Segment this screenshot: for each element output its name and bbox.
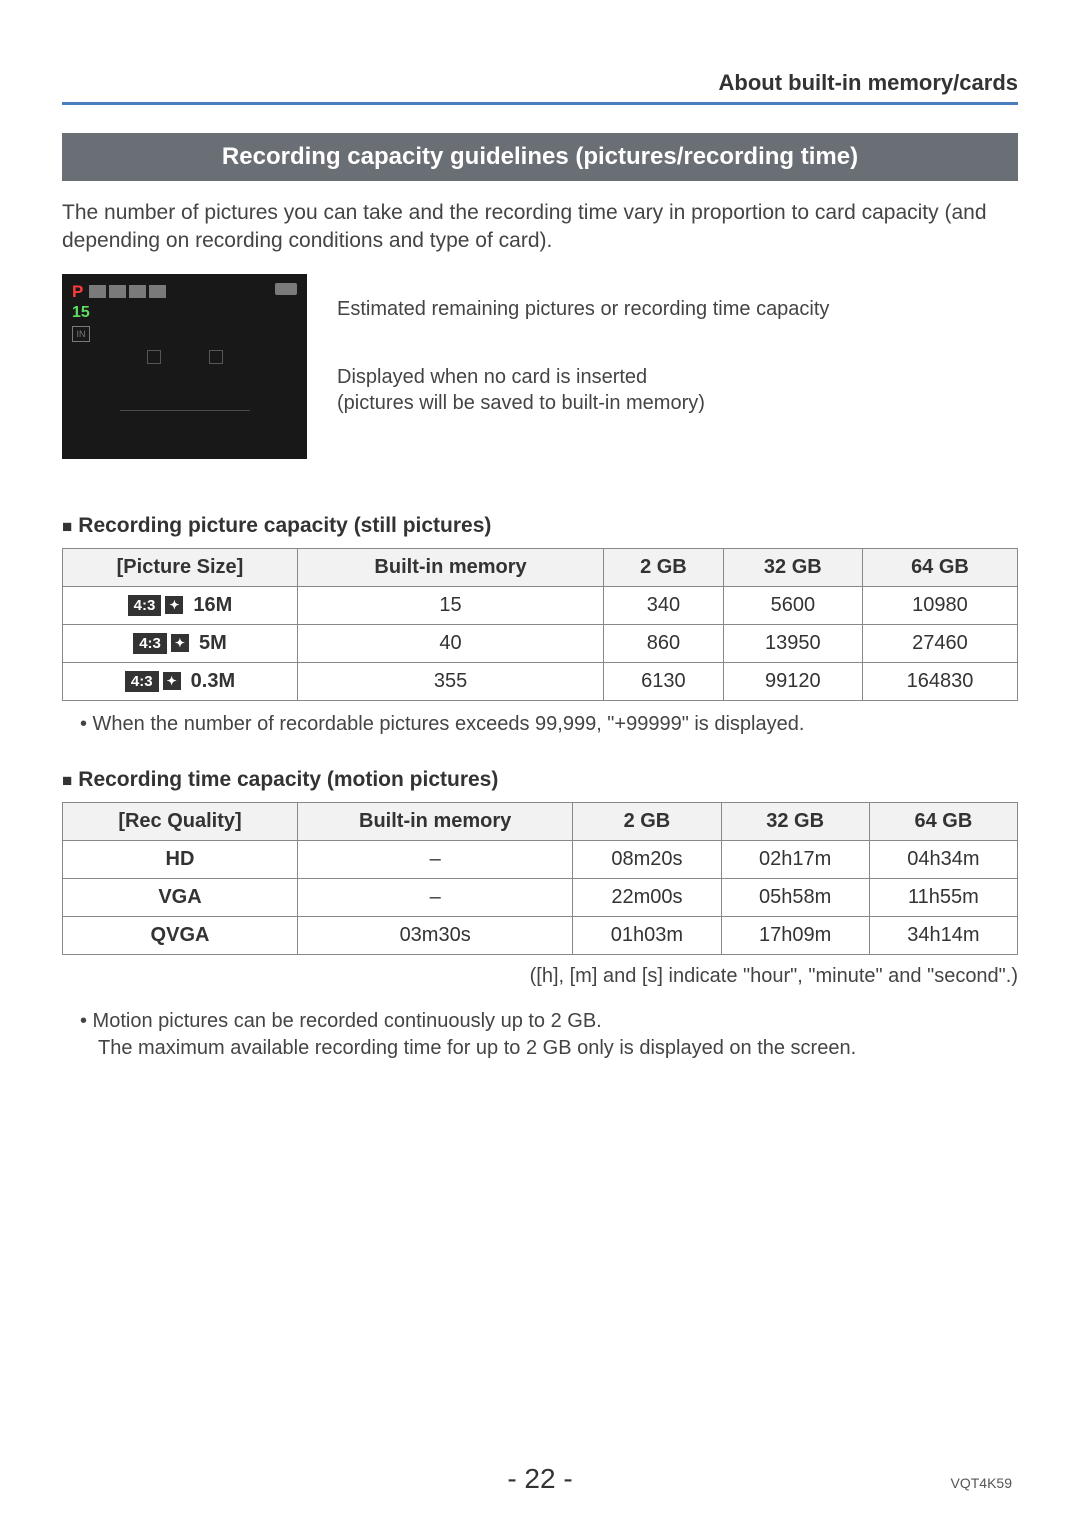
- time-cell: 05h58m: [721, 878, 869, 916]
- capacity-cell: 164830: [862, 662, 1017, 700]
- col-builtin: Built-in memory: [298, 802, 573, 840]
- section2-note1: • Motion pictures can be recorded contin…: [80, 1008, 1018, 1035]
- col-builtin: Built-in memory: [298, 548, 604, 586]
- table-row: 4:3✦ 16M 15340560010980: [63, 586, 1018, 624]
- camera-remaining-count: 15: [72, 304, 90, 322]
- col-rec-quality: [Rec Quality]: [63, 802, 298, 840]
- annotation-remaining-capacity: Estimated remaining pictures or recordin…: [337, 296, 829, 322]
- intro-paragraph: The number of pictures you can take and …: [62, 199, 1018, 256]
- capacity-cell: 5600: [723, 586, 862, 624]
- rec-quality-cell: HD: [63, 840, 298, 878]
- capacity-cell: 27460: [862, 624, 1017, 662]
- section1-heading: Recording picture capacity (still pictur…: [62, 514, 1018, 538]
- capacity-cell: 6130: [604, 662, 724, 700]
- annotation-no-card: Displayed when no card is inserted (pict…: [337, 364, 829, 416]
- camera-top-icons: [89, 285, 166, 298]
- time-units-note: ([h], [m] and [s] indicate "hour", "minu…: [62, 965, 1018, 988]
- table-header-row: [Rec Quality] Built-in memory 2 GB 32 GB…: [63, 802, 1018, 840]
- size-label: 0.3M: [191, 670, 235, 692]
- capacity-cell: 13950: [723, 624, 862, 662]
- col-64gb: 64 GB: [862, 548, 1017, 586]
- time-cell: 02h17m: [721, 840, 869, 878]
- time-cell: 08m20s: [573, 840, 721, 878]
- quality-star-icon: ✦: [165, 596, 183, 614]
- table-row: QVGA03m30s01h03m17h09m34h14m: [63, 916, 1018, 954]
- size-label: 5M: [199, 632, 227, 654]
- battery-icon: [275, 283, 297, 295]
- picture-size-cell: 4:3✦ 16M: [63, 586, 298, 624]
- time-capacity-table: [Rec Quality] Built-in memory 2 GB 32 GB…: [62, 802, 1018, 955]
- capacity-cell: 10980: [862, 586, 1017, 624]
- col-picture-size: [Picture Size]: [63, 548, 298, 586]
- time-cell: 01h03m: [573, 916, 721, 954]
- header-section-title: About built-in memory/cards: [62, 70, 1018, 96]
- capacity-cell: 355: [298, 662, 604, 700]
- aspect-ratio-badge: 4:3: [133, 633, 167, 654]
- document-code: VQT4K59: [951, 1475, 1012, 1491]
- capacity-cell: 15: [298, 586, 604, 624]
- page-footer: - 22 - VQT4K59: [0, 1463, 1080, 1495]
- rec-quality-cell: QVGA: [63, 916, 298, 954]
- time-cell: 22m00s: [573, 878, 721, 916]
- table-row: 4:3✦ 5M 408601395027460: [63, 624, 1018, 662]
- capacity-cell: 40: [298, 624, 604, 662]
- col-32gb: 32 GB: [723, 548, 862, 586]
- section2-note2: The maximum available recording time for…: [98, 1035, 1018, 1062]
- camera-internal-memory-icon: IN: [72, 326, 90, 342]
- table-header-row: [Picture Size] Built-in memory 2 GB 32 G…: [63, 548, 1018, 586]
- aspect-ratio-badge: 4:3: [125, 671, 159, 692]
- capacity-cell: 99120: [723, 662, 862, 700]
- quality-star-icon: ✦: [163, 672, 181, 690]
- aspect-ratio-badge: 4:3: [128, 595, 162, 616]
- picture-size-cell: 4:3✦ 5M: [63, 624, 298, 662]
- time-cell: 03m30s: [298, 916, 573, 954]
- time-cell: –: [298, 840, 573, 878]
- rec-quality-cell: VGA: [63, 878, 298, 916]
- size-label: 16M: [193, 594, 232, 616]
- section1-note: • When the number of recordable pictures…: [80, 711, 1018, 738]
- camera-mode-p-icon: P: [72, 282, 83, 302]
- time-cell: 11h55m: [869, 878, 1017, 916]
- camera-display-mockup: P 15 IN: [62, 274, 307, 459]
- diagram-annotations: Estimated remaining pictures or recordin…: [307, 274, 829, 459]
- picture-size-cell: 4:3✦ 0.3M: [63, 662, 298, 700]
- col-2gb: 2 GB: [604, 548, 724, 586]
- quality-star-icon: ✦: [171, 634, 189, 652]
- diagram-section: P 15 IN Estimated remaining pictures or …: [62, 274, 1018, 459]
- col-64gb: 64 GB: [869, 802, 1017, 840]
- section2-heading: Recording time capacity (motion pictures…: [62, 768, 1018, 792]
- time-cell: –: [298, 878, 573, 916]
- time-cell: 17h09m: [721, 916, 869, 954]
- capacity-cell: 340: [604, 586, 724, 624]
- camera-bottom-line: [120, 410, 250, 411]
- table-row: VGA–22m00s05h58m11h55m: [63, 878, 1018, 916]
- col-2gb: 2 GB: [573, 802, 721, 840]
- camera-focus-brackets: [147, 350, 223, 364]
- table-row: 4:3✦ 0.3M 355613099120164830: [63, 662, 1018, 700]
- time-cell: 04h34m: [869, 840, 1017, 878]
- capacity-cell: 860: [604, 624, 724, 662]
- page-number: - 22 -: [507, 1463, 572, 1494]
- title-bar: Recording capacity guidelines (pictures/…: [62, 133, 1018, 181]
- col-32gb: 32 GB: [721, 802, 869, 840]
- header-divider: [62, 102, 1018, 105]
- picture-capacity-table: [Picture Size] Built-in memory 2 GB 32 G…: [62, 548, 1018, 701]
- time-cell: 34h14m: [869, 916, 1017, 954]
- table-row: HD–08m20s02h17m04h34m: [63, 840, 1018, 878]
